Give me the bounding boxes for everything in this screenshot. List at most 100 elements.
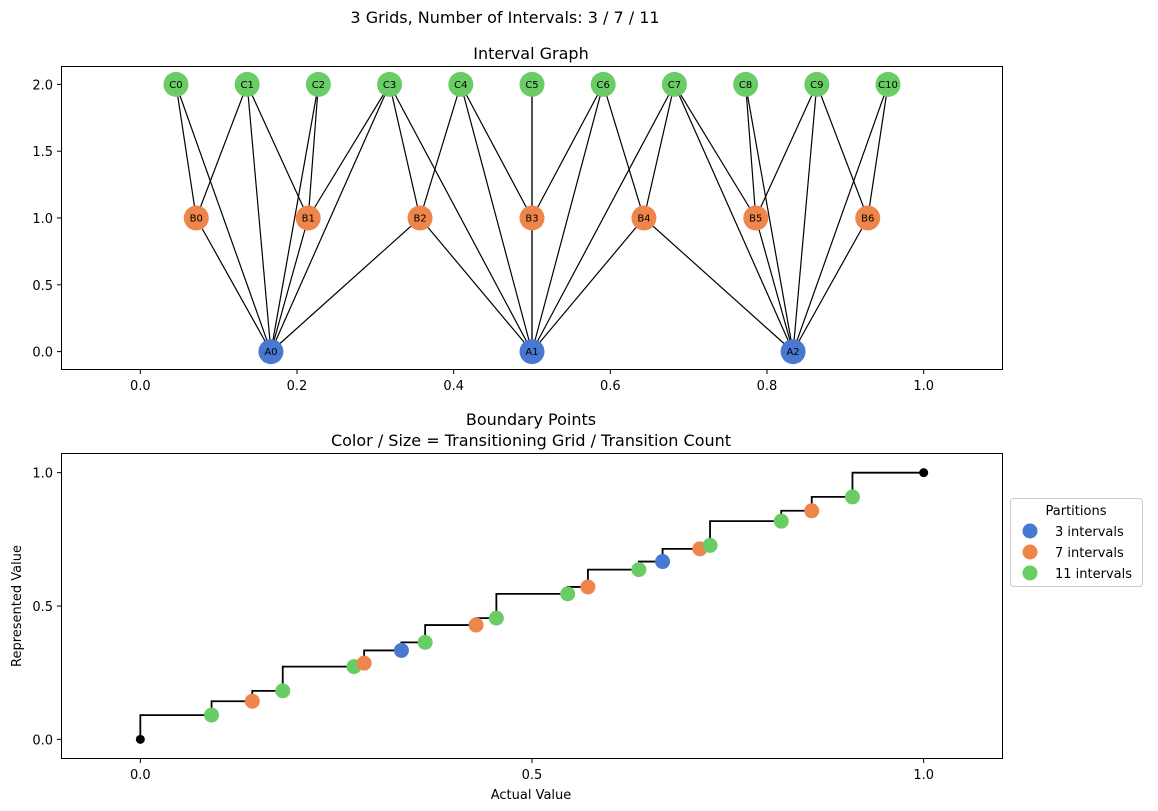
node-label: C1 <box>241 80 254 91</box>
edge-a2-c8 <box>745 84 794 352</box>
node-c0: C0 <box>163 71 189 97</box>
edge-a2-c7 <box>673 84 794 352</box>
figure-suptitle: 3 Grids, Number of Intervals: 3 / 7 / 11 <box>350 8 659 27</box>
node-circle <box>743 205 769 231</box>
edge-a1-c3 <box>389 84 533 352</box>
x-tick-label: 0.4 <box>443 379 464 394</box>
node-b1: B1 <box>295 205 321 231</box>
node-circle <box>631 205 657 231</box>
node-label: B2 <box>413 214 426 225</box>
boundary-points-axes-frame <box>61 453 1003 759</box>
edge-b5-c9 <box>755 84 818 219</box>
boundary-point-grid11 <box>417 634 433 650</box>
legend-entries: 3 intervals 7 intervals 11 intervals <box>1022 523 1132 582</box>
x-tick-label: 0.6 <box>600 379 621 394</box>
edge-b4-c6 <box>602 84 645 219</box>
boundary-point-grid11 <box>844 489 860 505</box>
edge-a1-b4 <box>531 217 645 353</box>
y-tick-label: 0.0 <box>32 733 53 748</box>
edge-b5-c8 <box>745 84 757 219</box>
edge-a1-c6 <box>531 84 604 352</box>
node-label: C3 <box>383 80 396 91</box>
node-circle <box>163 71 189 97</box>
node-c10: C10 <box>875 71 901 97</box>
node-circle <box>855 205 881 231</box>
x-tick-label: 0.8 <box>757 379 778 394</box>
node-circle <box>519 71 545 97</box>
edge-b1-c2 <box>307 84 319 219</box>
boundary-point-grid11 <box>773 513 789 529</box>
edge-a2-b5 <box>755 217 794 352</box>
node-c2: C2 <box>305 71 331 97</box>
node-circle <box>234 71 260 97</box>
boundary-point-grid11 <box>631 562 647 578</box>
x-tick-label: 1.0 <box>913 379 934 394</box>
node-c7: C7 <box>661 71 687 97</box>
x-tick-label: 0.0 <box>130 768 151 783</box>
boundary-point-grid11 <box>204 707 220 723</box>
x-tick-label: 0.5 <box>522 768 543 783</box>
node-circle <box>519 205 545 231</box>
node-circle <box>448 71 474 97</box>
x-tick-label: 1.0 <box>913 768 934 783</box>
edge-b4-c7 <box>643 84 675 219</box>
edge-b2-c4 <box>419 84 462 219</box>
boundary-point-grid11 <box>702 537 718 553</box>
node-label: C6 <box>597 80 610 91</box>
boundary-point-grid7 <box>468 617 484 633</box>
node-label: B4 <box>637 214 650 225</box>
y-tick-label: 1.0 <box>32 212 53 227</box>
boundary-point-grid11 <box>560 586 576 602</box>
node-circle <box>377 71 403 97</box>
interval-graph-title: Interval Graph <box>473 44 588 63</box>
node-b4: B4 <box>631 205 657 231</box>
node-label: B5 <box>749 214 762 225</box>
boundary-points-y-label: Represented Value <box>10 545 25 667</box>
legend-marker <box>1022 544 1038 560</box>
legend-box <box>1010 498 1143 587</box>
x-tick-label: 0.2 <box>287 379 308 394</box>
node-c1: C1 <box>234 71 260 97</box>
node-a0: A0 <box>258 339 284 365</box>
legend-label: 11 intervals <box>1055 567 1132 582</box>
boundary-points <box>204 489 860 723</box>
node-c5: C5 <box>519 71 545 97</box>
legend-marker <box>1022 565 1038 581</box>
edge-a0-c2 <box>270 84 319 352</box>
node-circle <box>295 205 321 231</box>
y-tick-label: 1.0 <box>32 467 53 482</box>
boundary-point-grid7 <box>356 655 372 671</box>
node-circle <box>661 71 687 97</box>
boundary-step-line <box>139 471 924 740</box>
x-tick-label: 0.0 <box>130 379 151 394</box>
edge-b0-c1 <box>195 84 248 219</box>
node-label: C2 <box>312 80 325 91</box>
boundary-endpoints <box>135 468 929 744</box>
y-tick-label: 0.0 <box>32 346 53 361</box>
node-circle <box>258 339 284 365</box>
node-b2: B2 <box>407 205 433 231</box>
node-label: C10 <box>878 80 898 91</box>
node-b0: B0 <box>183 205 209 231</box>
node-a1: A1 <box>519 339 545 365</box>
y-tick-label: 1.5 <box>32 145 53 160</box>
node-c8: C8 <box>733 71 759 97</box>
boundary-point-grid7 <box>580 579 596 595</box>
boundary-points-title: Boundary Points <box>466 410 596 429</box>
boundary-point-grid11 <box>488 610 504 626</box>
legend-marker <box>1022 523 1038 539</box>
node-circle <box>519 339 545 365</box>
node-label: C5 <box>525 80 538 91</box>
node-label: B6 <box>861 214 874 225</box>
edge-a2-b6 <box>792 217 869 352</box>
node-circle <box>407 205 433 231</box>
legend: Partitions 3 intervals 7 intervals 11 inte… <box>1010 498 1143 587</box>
node-label: B3 <box>525 214 538 225</box>
edge-b0-c0 <box>175 84 197 219</box>
legend-entry: 11 intervals <box>1022 565 1132 582</box>
node-circle <box>780 339 806 365</box>
legend-label: 7 intervals <box>1055 546 1124 561</box>
node-circle <box>804 71 830 97</box>
endpoint-dot <box>919 468 929 478</box>
